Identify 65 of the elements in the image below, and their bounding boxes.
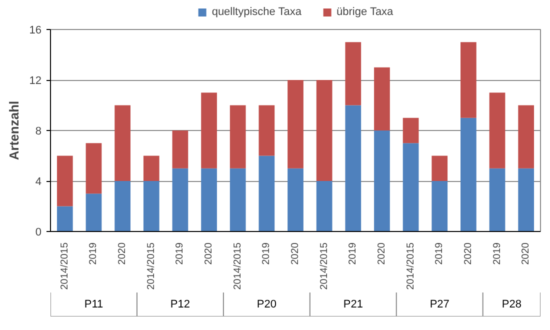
bar: [345, 105, 362, 232]
bar: [230, 105, 246, 168]
bar: [460, 118, 476, 232]
text: P28: [502, 298, 522, 310]
bar: [402, 143, 419, 232]
y-tick-label: 16: [29, 24, 42, 36]
bar: [114, 105, 130, 181]
y-tick-label: 8: [35, 126, 42, 138]
bar: [143, 156, 160, 181]
y-axis-title: Artenzahl: [6, 100, 22, 160]
bar: [316, 181, 332, 232]
x-tick-label: 2014/2015: [405, 242, 416, 290]
bar: [86, 143, 102, 194]
x-tick-label: 2020: [117, 242, 128, 265]
bar: [114, 181, 130, 232]
bar: [172, 168, 188, 232]
bar: [345, 42, 362, 106]
x-tick-label: 2019: [174, 242, 186, 265]
text: P21: [343, 298, 363, 310]
bar: [518, 105, 534, 168]
text: P20: [256, 298, 276, 310]
y-tick-label: 12: [29, 75, 42, 87]
x-tick-label: 2020: [520, 242, 532, 265]
text: P12: [170, 298, 190, 310]
bar: [402, 118, 419, 144]
legend-label: quelltypische Taxa: [212, 6, 302, 18]
bar: [288, 168, 304, 232]
legend-label: übrige Taxa: [336, 6, 394, 18]
x-tick-label: 2020: [376, 242, 388, 265]
x-tick-label: 2020: [462, 242, 474, 265]
bar: [432, 181, 448, 232]
bar: [518, 168, 534, 232]
bar: [432, 156, 448, 181]
x-tick-label: 2019: [348, 242, 359, 265]
bar: [56, 206, 73, 232]
bar: [489, 92, 506, 168]
y-tick-label: 4: [35, 176, 42, 188]
text: P27: [430, 298, 450, 310]
bar: [143, 181, 160, 232]
bar: [460, 42, 476, 118]
x-tick-label: 2019: [434, 242, 446, 265]
bar: [374, 67, 390, 130]
bar: [230, 168, 246, 232]
x-tick-label: 2014/2015: [318, 242, 330, 290]
bar: [172, 130, 188, 168]
x-tick-label: 2014/2015: [59, 242, 70, 290]
x-tick-label: 2014/2015: [232, 242, 244, 290]
bar: [489, 168, 506, 232]
bar: [56, 156, 73, 206]
bar: [258, 105, 275, 156]
bar: [316, 80, 332, 181]
bar: [201, 92, 217, 168]
x-tick-label: 2019: [261, 242, 272, 265]
bar: [288, 80, 304, 168]
bar: [258, 156, 275, 232]
x-tick-label: 2019: [492, 242, 503, 265]
bar: [201, 168, 217, 232]
bar: [86, 194, 102, 232]
x-tick-label: 2020: [290, 242, 301, 265]
bar: [374, 130, 390, 232]
text: P11: [84, 298, 104, 310]
x-tick-label: 2020: [204, 242, 215, 265]
x-tick-label: 2019: [88, 242, 100, 265]
x-tick-label: 2014/2015: [146, 242, 157, 290]
y-tick-label: 0: [35, 226, 42, 238]
